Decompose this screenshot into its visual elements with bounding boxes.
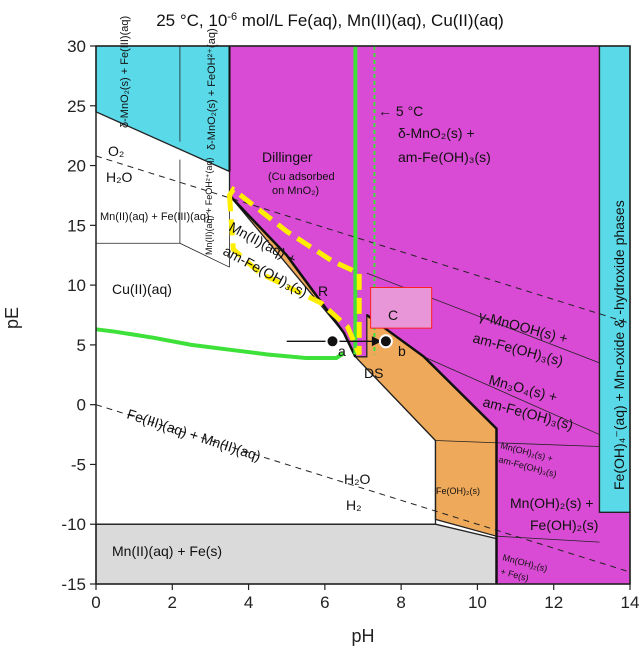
point-a: [325, 334, 340, 349]
y-tick-label: 5: [77, 336, 86, 355]
boundary-lines: [95, 46, 631, 584]
label-c: C: [388, 307, 398, 323]
label-cu_ii: Cu(II)(aq): [112, 281, 172, 297]
dillinger-outline: [226, 185, 362, 356]
x-tick-label: 0: [91, 593, 100, 612]
label-d_mno2_fe_iii: δ-MnO₂(s) + Fe(III)(aq): [119, 16, 131, 128]
x-ticks: 0 2 4 6 8 10 12 14: [91, 584, 639, 612]
cu-ii-boundary: [95, 327, 345, 360]
label-mnoh2_feoh2_1: Mn(OH)₂(s) +: [510, 495, 594, 511]
label-d_mno2_amfe_2: am-Fe(OH)₃(s): [398, 149, 491, 165]
mnoh2-fe-boundary: [496, 535, 600, 543]
label-h2: H₂: [346, 497, 362, 513]
label-ds: DS: [364, 365, 383, 381]
y-tick-label: -10: [61, 515, 86, 534]
label-mn_fe_aq: Mn(II)(aq) + Fe(III)(aq): [100, 211, 210, 223]
y-tick-label: 30: [67, 37, 86, 56]
x-tick-label: 2: [168, 593, 177, 612]
shift-arrow-head: [371, 336, 382, 347]
label-o2: O₂: [108, 143, 124, 159]
label-mnoh2_feoh2_2: Fe(OH)₂(s): [530, 517, 598, 533]
mnoh2-boundary: [435, 440, 600, 447]
label-d_mno2_feoh: δ-MnO₂(s) + FeOH²⁺(aq): [206, 28, 218, 150]
label-dillinger_note_2: on MnO₂): [272, 185, 319, 197]
label-feoh2: Fe(OH)₂(s): [436, 486, 480, 496]
h2o-h2-line: [95, 404, 631, 573]
overlays: [226, 185, 433, 356]
label-point_a: a: [338, 343, 346, 359]
mn-ii-boundary-lower: [366, 313, 498, 584]
y-tick-label: -15: [61, 575, 86, 594]
x-tick-label: 6: [320, 593, 329, 612]
label-dillinger_note_1: (Cu adsorbed: [268, 171, 335, 183]
label-h2o_top: H₂O: [106, 169, 133, 185]
label-right_band: Fe(OH)₄⁻(aq) + Mn-oxide & -hydroxide pha…: [611, 200, 627, 490]
y-tick-label: 25: [67, 97, 86, 116]
fe-divider-4: [179, 242, 230, 268]
y-tick-label: 15: [67, 216, 86, 235]
x-tick-label: 10: [468, 593, 487, 612]
label-mn_feoh_aq: Mn(II)(aq) + FeOH²⁺(aq): [204, 157, 214, 255]
label-mn_fe_s: Mn(II)(aq) + Fe(s): [112, 543, 222, 559]
label-r: R: [318, 283, 328, 299]
y-tick-label: 20: [67, 157, 86, 176]
label-h2o_bottom: H₂O: [344, 471, 371, 487]
label-d_mno2_amfe: δ-MnO₂(s) +: [398, 125, 475, 141]
point-b: [378, 334, 393, 349]
chart-title: 25 °C, 10-6 mol/L Fe(aq), Mn(II)(aq), Cu…: [156, 11, 504, 30]
y-axis-label: pE: [2, 307, 22, 329]
x-axis-label: pH: [351, 626, 374, 646]
x-tick-label: 14: [621, 593, 640, 612]
y-tick-label: 0: [77, 396, 86, 415]
y-tick-label: 10: [67, 276, 86, 295]
label-point_b: b: [398, 343, 406, 359]
o2-h2o-line: [95, 155, 631, 324]
y-ticks: -15 -10 -5 0 5 10 15 20 25 30: [61, 37, 96, 594]
x-tick-label: 12: [544, 593, 563, 612]
mn3o4-boundary: [423, 356, 600, 435]
plot-frame: [95, 45, 631, 585]
c-box: [370, 287, 433, 329]
label-dillinger: Dillinger: [262, 149, 313, 165]
x-tick-label: 4: [244, 593, 253, 612]
y-tick-label: -5: [71, 455, 86, 474]
label-five_c: ← 5 °C: [378, 103, 423, 119]
cu-lines: [95, 46, 376, 360]
mn-ii-boundary-upper: [228, 194, 357, 358]
x-tick-label: 8: [396, 593, 405, 612]
